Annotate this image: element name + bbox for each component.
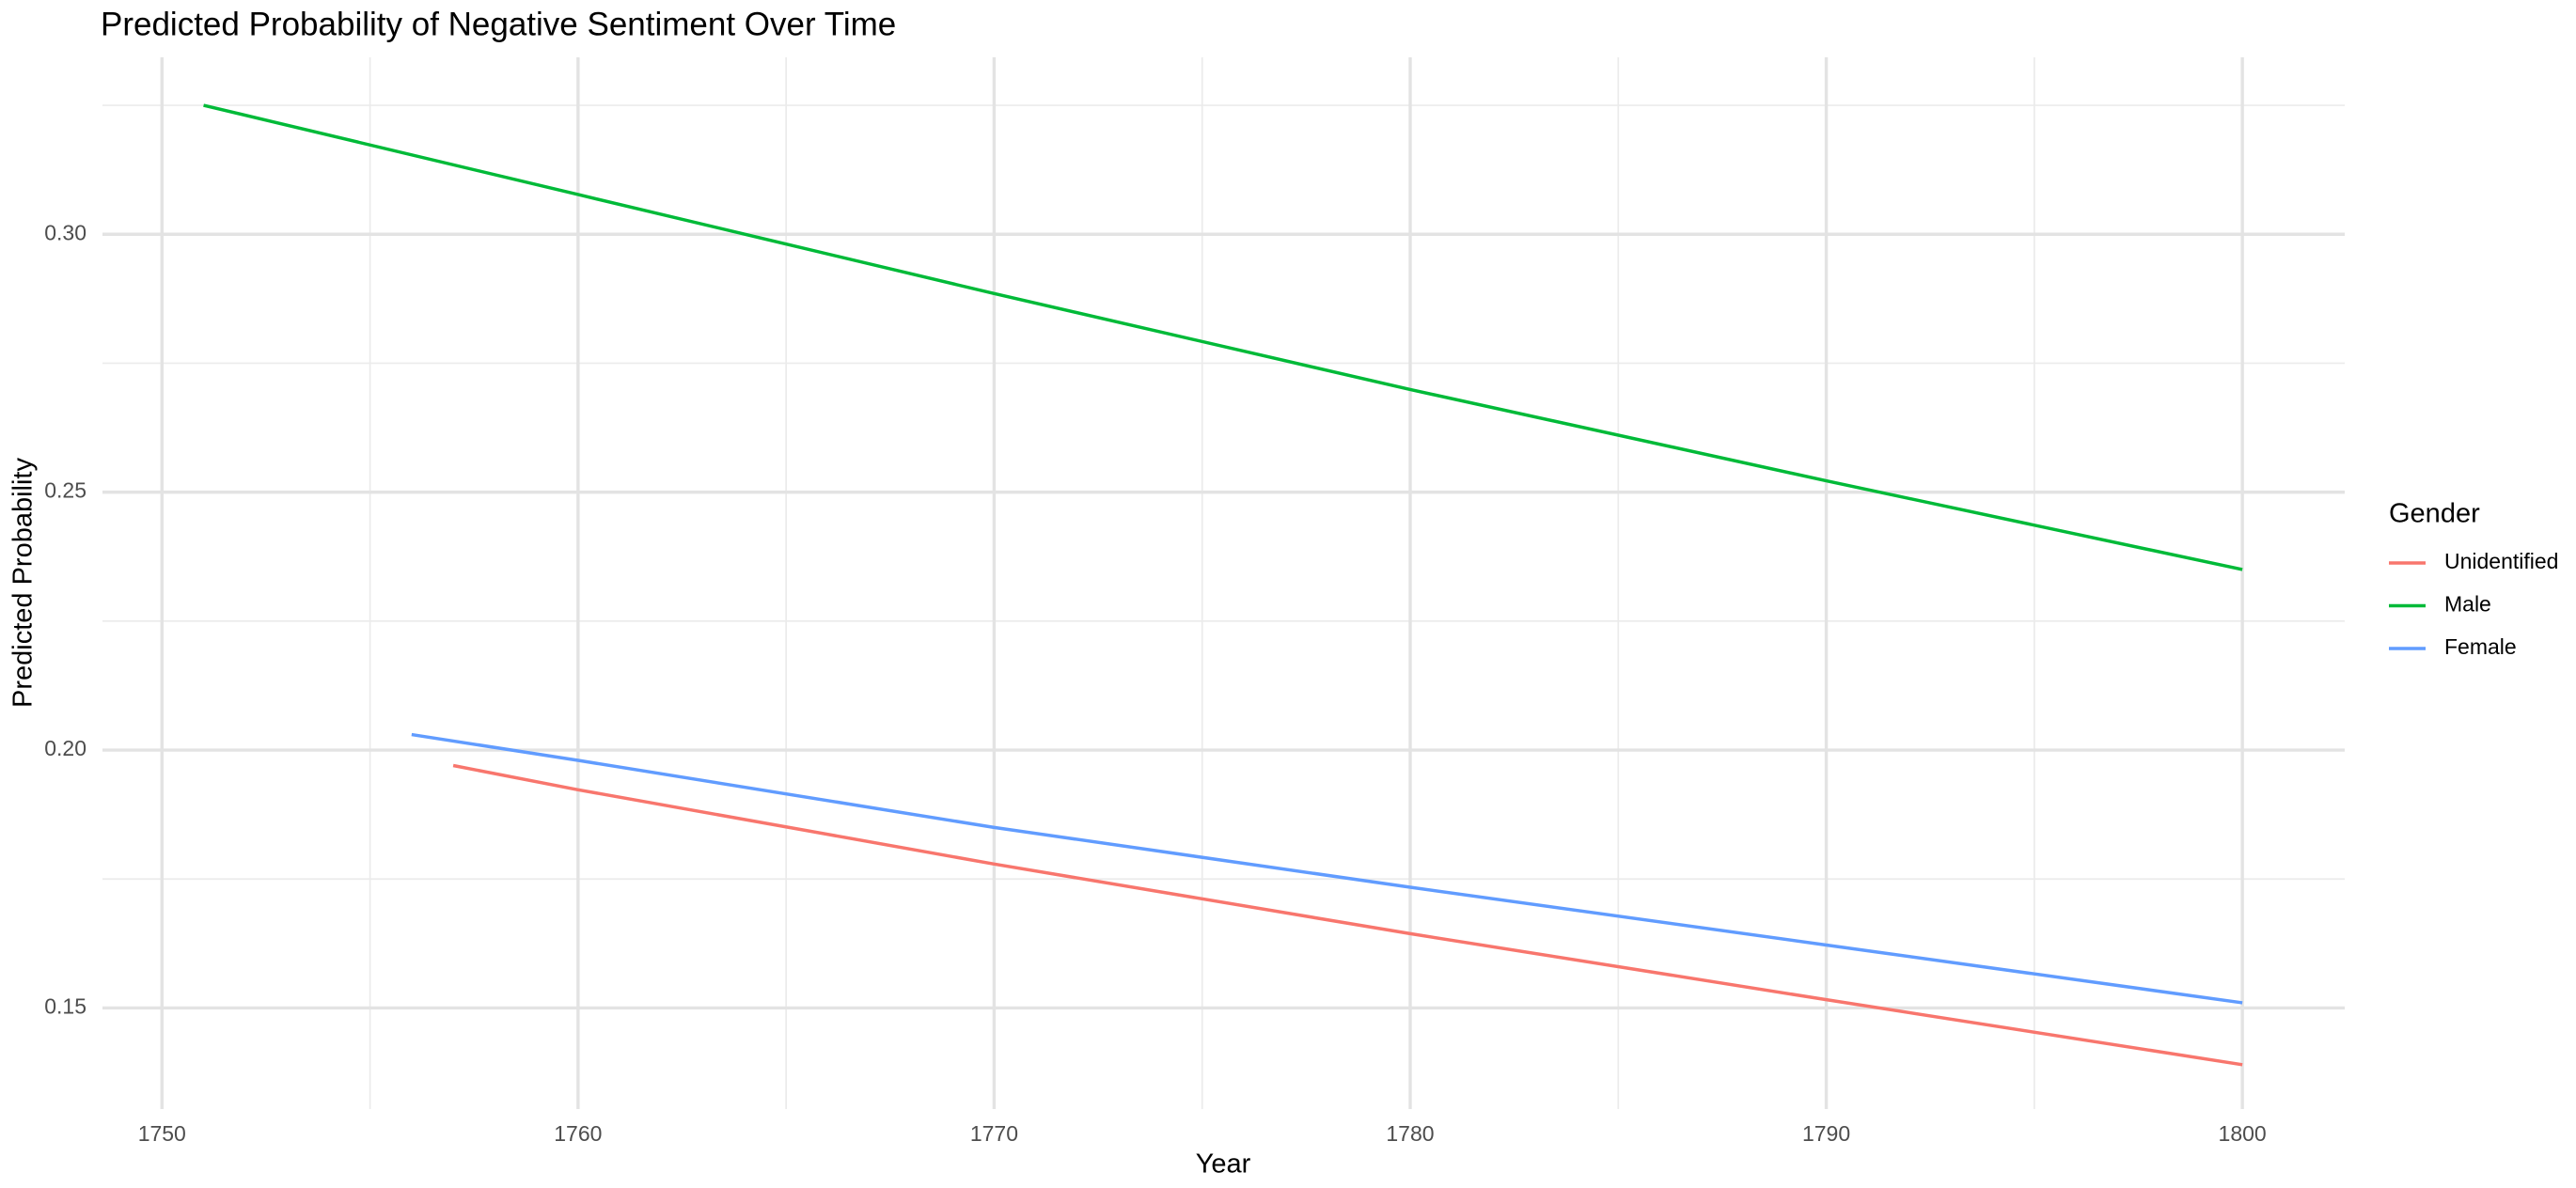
x-tick-label: 1780 <box>1386 1121 1434 1146</box>
series-line <box>452 763 2243 1067</box>
series-line <box>411 732 2243 1005</box>
x-tick-label: 1750 <box>138 1121 186 1146</box>
chart-title: Predicted Probability of Negative Sentim… <box>101 6 896 42</box>
y-tick-label: 0.20 <box>44 736 86 760</box>
x-axis-title: Year <box>1196 1149 1251 1180</box>
x-tick-label: 1770 <box>970 1121 1018 1146</box>
x-tick-label: 1760 <box>554 1121 602 1146</box>
y-tick-label: 0.30 <box>44 220 86 244</box>
legend-title: Gender <box>2389 499 2480 529</box>
x-tick-label: 1800 <box>2219 1121 2267 1146</box>
legend-label: Unidentified <box>2444 549 2558 573</box>
legend-label: Male <box>2444 592 2491 617</box>
x-tick-label: 1790 <box>1802 1121 1850 1146</box>
legend-label: Female <box>2444 634 2517 659</box>
y-tick-label: 0.15 <box>44 994 86 1019</box>
y-axis-title: Predicted Probability <box>8 458 39 708</box>
y-tick-label: 0.25 <box>44 478 86 503</box>
series-line <box>203 103 2243 571</box>
